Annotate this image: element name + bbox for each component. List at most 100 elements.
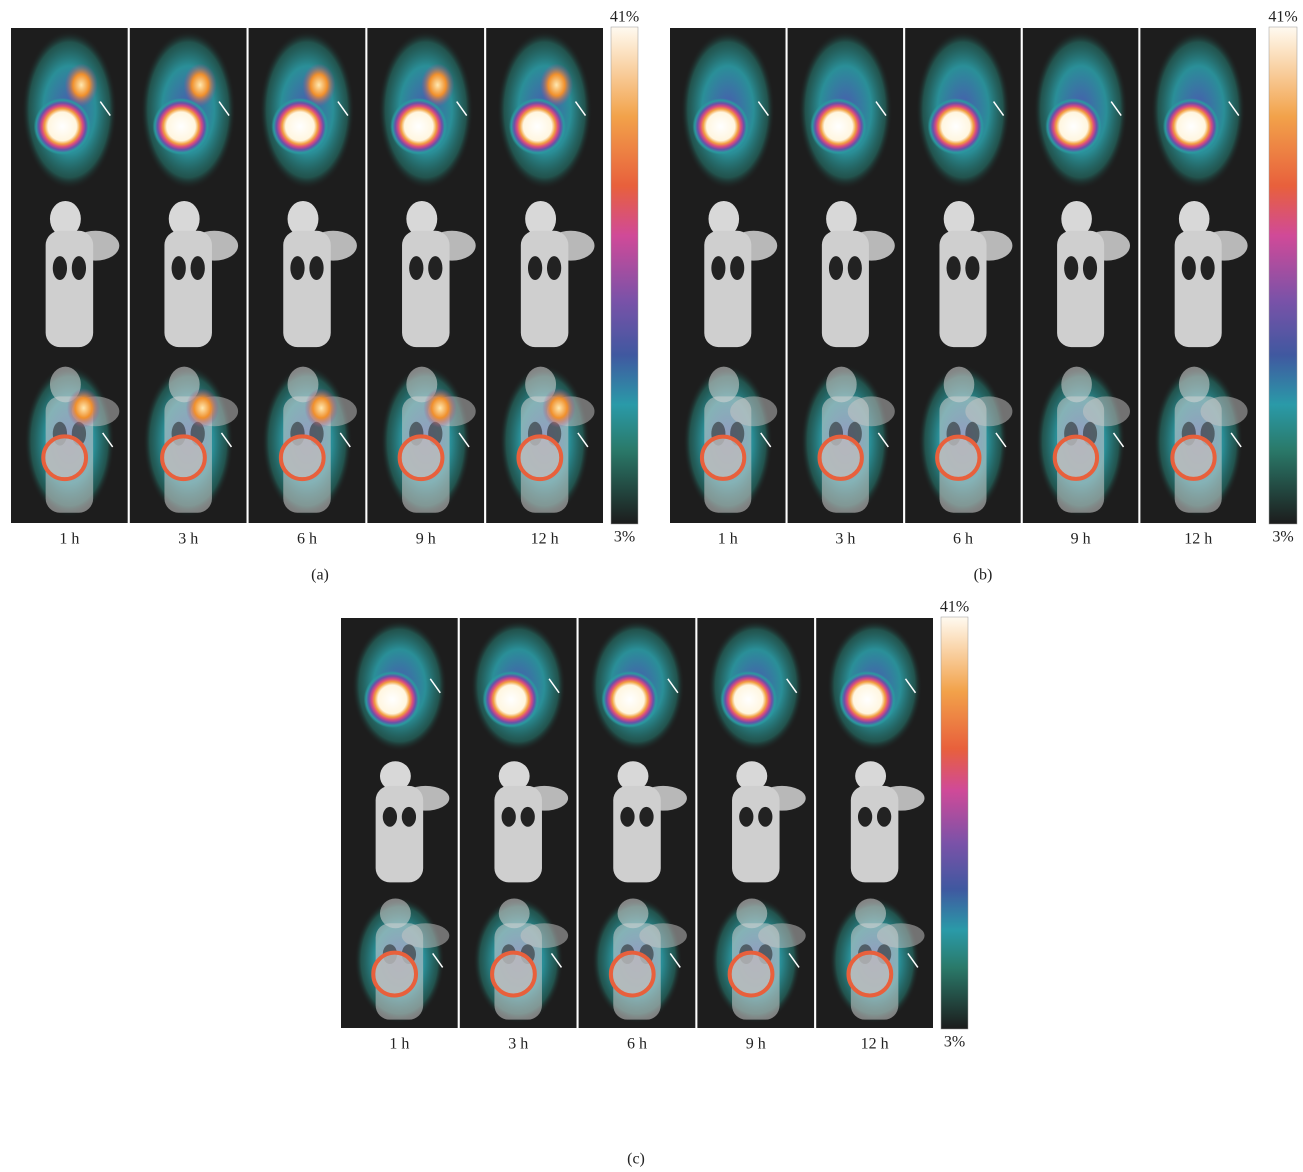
- ct-body: [704, 231, 751, 347]
- ct-lung: [620, 807, 634, 827]
- ct-lung: [739, 807, 753, 827]
- ct-body: [851, 786, 899, 882]
- ct-lung: [409, 256, 423, 280]
- ct-lung: [502, 807, 516, 827]
- spect-hotspot: [1163, 98, 1219, 154]
- figure: 1 h 3 h 6 h 9 h 12 h 41% 3% (a) 1 h 3 h 6 h 9 h 12 h…: [0, 0, 1303, 1172]
- ct-lung: [1182, 256, 1196, 280]
- spect-hotspot: [271, 98, 328, 155]
- fused-ring: [400, 436, 443, 479]
- ct-lung: [383, 807, 397, 827]
- time-label: 12 h: [861, 1036, 889, 1053]
- spect-hotspot: [601, 671, 658, 728]
- time-label: 6 h: [627, 1036, 647, 1053]
- fused-ring: [492, 953, 535, 996]
- time-label: 1 h: [389, 1036, 409, 1053]
- ct-lung: [965, 256, 979, 280]
- time-label: 9 h: [746, 1036, 766, 1053]
- fused-ring: [937, 437, 979, 479]
- fused-uptake: [423, 388, 456, 428]
- spect-hotspot: [483, 671, 540, 728]
- panel-label: (c): [627, 1151, 645, 1168]
- scale-max-label: 41%: [610, 9, 639, 26]
- ct-body: [521, 231, 569, 347]
- time-label: 3 h: [835, 531, 855, 548]
- time-label: 3 h: [508, 1036, 528, 1053]
- ct-body: [732, 786, 780, 882]
- ct-body: [939, 231, 986, 347]
- scale-max-label: 41%: [1268, 9, 1297, 26]
- spect-hotspot: [720, 671, 777, 728]
- ct-body: [376, 786, 424, 882]
- ct-lung: [877, 807, 891, 827]
- spect-hotspot: [928, 98, 984, 154]
- time-label: 9 h: [416, 531, 436, 548]
- spect-hotspot: [693, 98, 749, 154]
- colorbar: [1269, 27, 1297, 524]
- ct-lung: [1083, 256, 1097, 280]
- fused-ring: [373, 953, 416, 996]
- ct-lung: [428, 256, 442, 280]
- fused-ring: [1172, 437, 1214, 479]
- spect-hotspot: [509, 98, 566, 155]
- spect-hotspot: [34, 98, 91, 155]
- ct-body: [402, 231, 450, 347]
- time-label: 6 h: [953, 531, 973, 548]
- ct-lung: [1201, 256, 1215, 280]
- ct-lung: [521, 807, 535, 827]
- time-label: 6 h: [297, 531, 317, 548]
- ct-body: [822, 231, 869, 347]
- ct-body: [164, 231, 212, 347]
- spect-hotspot: [390, 98, 447, 155]
- scale-min-label: 3%: [1272, 529, 1293, 546]
- ct-lung: [829, 256, 843, 280]
- spect-hotspot: [810, 98, 866, 154]
- panel-label: (a): [311, 567, 329, 584]
- fused-ring: [611, 953, 654, 996]
- fused-ring: [702, 437, 744, 479]
- ct-lung: [309, 256, 323, 280]
- ct-lung: [290, 256, 304, 280]
- ct-body: [46, 231, 94, 347]
- time-label: 1 h: [718, 531, 738, 548]
- ct-body: [283, 231, 331, 347]
- ct-body: [494, 786, 542, 882]
- fused-ring: [1055, 437, 1097, 479]
- panel-label: (b): [974, 567, 993, 584]
- ct-lung: [947, 256, 961, 280]
- time-label: 12 h: [1184, 531, 1212, 548]
- fused-uptake: [305, 388, 338, 428]
- ct-lung: [53, 256, 67, 280]
- fused-uptake: [542, 388, 575, 428]
- ct-lung: [402, 807, 416, 827]
- time-label: 1 h: [59, 531, 79, 548]
- spect-hotspot: [1045, 98, 1101, 154]
- ct-lung: [711, 256, 725, 280]
- scale-min-label: 3%: [614, 529, 635, 546]
- fused-ring: [281, 436, 324, 479]
- ct-body: [1175, 231, 1222, 347]
- colorbar: [611, 27, 638, 524]
- ct-lung: [547, 256, 561, 280]
- scale-min-label: 3%: [944, 1034, 965, 1051]
- fused-ring: [43, 436, 86, 479]
- ct-lung: [72, 256, 86, 280]
- ct-lung: [1064, 256, 1078, 280]
- time-label: 3 h: [178, 531, 198, 548]
- fused-ring: [518, 436, 561, 479]
- spect-hotspot: [364, 671, 421, 728]
- fused-ring: [162, 436, 205, 479]
- fused-ring: [730, 953, 773, 996]
- ct-lung: [528, 256, 542, 280]
- fused-ring: [848, 953, 891, 996]
- ct-body: [613, 786, 661, 882]
- time-label: 12 h: [531, 531, 559, 548]
- panel: 1 h 3 h 6 h 9 h 12 h 41% 3% (a): [10, 9, 639, 584]
- ct-lung: [172, 256, 186, 280]
- fused-ring: [820, 437, 862, 479]
- colorbar: [941, 617, 968, 1029]
- ct-lung: [848, 256, 862, 280]
- spect-hotspot: [839, 671, 896, 728]
